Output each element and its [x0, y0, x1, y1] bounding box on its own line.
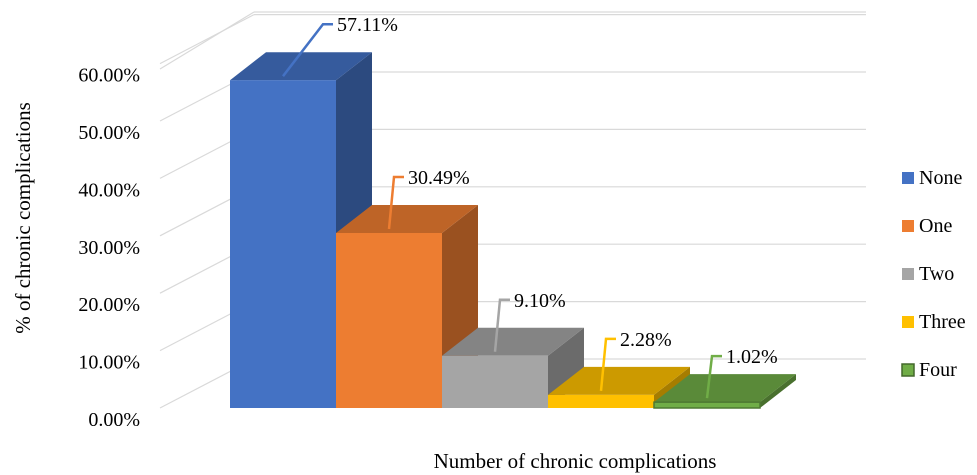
y-tick-label: 30.00% — [78, 237, 140, 259]
bar-top — [336, 204, 478, 233]
legend-label: Three — [919, 311, 966, 333]
bar-front — [653, 401, 761, 409]
legend-label: Four — [919, 359, 957, 381]
legend-swatch — [901, 363, 915, 377]
legend-swatch — [902, 172, 914, 184]
leader-line — [599, 337, 616, 392]
leader-line — [282, 22, 333, 77]
y-tick-label: 20.00% — [78, 294, 140, 316]
x-axis-title: Number of chronic complications — [434, 449, 717, 473]
data-labels: 57.11% 30.49% 9.10% 2.28% 1.02% — [282, 14, 778, 399]
leader-line — [705, 354, 722, 399]
bars — [230, 52, 796, 409]
legend-swatch — [902, 220, 914, 232]
data-label: 57.11% — [337, 14, 398, 36]
y-tick-label: 50.00% — [78, 122, 140, 144]
gridline-diagonal — [159, 11, 255, 70]
legend: None One Two Three Four — [901, 167, 966, 381]
bar-front — [548, 394, 654, 408]
leader-line — [387, 175, 404, 230]
y-axis-title: % of chronic complications — [11, 102, 35, 334]
bar-top — [442, 327, 584, 356]
bar-three — [548, 366, 690, 408]
bar-top — [654, 374, 796, 403]
bar-one — [336, 204, 478, 408]
leader-line — [493, 298, 510, 352]
y-tick-label: 60.00% — [78, 65, 140, 87]
y-tick-label: 40.00% — [78, 179, 140, 201]
legend-swatch — [902, 268, 914, 280]
bar-side — [760, 374, 796, 408]
bar-front — [336, 232, 442, 408]
gridline-diagonal — [159, 14, 255, 65]
data-label: 9.10% — [514, 290, 566, 312]
y-tick-label: 10.00% — [78, 352, 140, 374]
bar-front — [230, 80, 336, 408]
data-label: 30.49% — [408, 167, 470, 189]
bar-front — [442, 355, 548, 408]
bar-top — [548, 366, 690, 395]
y-axis-ticks: 0.00% 10.00% 20.00% 30.00% 40.00% 50.00% 60.00… — [78, 65, 140, 431]
legend-swatch — [902, 316, 914, 328]
legend-label: Two — [919, 263, 954, 285]
bar-four — [653, 374, 796, 409]
legend-label: None — [919, 167, 962, 189]
legend-label: One — [919, 215, 952, 237]
data-label: 2.28% — [620, 329, 672, 351]
bar-top — [230, 52, 372, 81]
data-label: 1.02% — [726, 346, 778, 368]
y-tick-label: 0.00% — [88, 409, 140, 431]
